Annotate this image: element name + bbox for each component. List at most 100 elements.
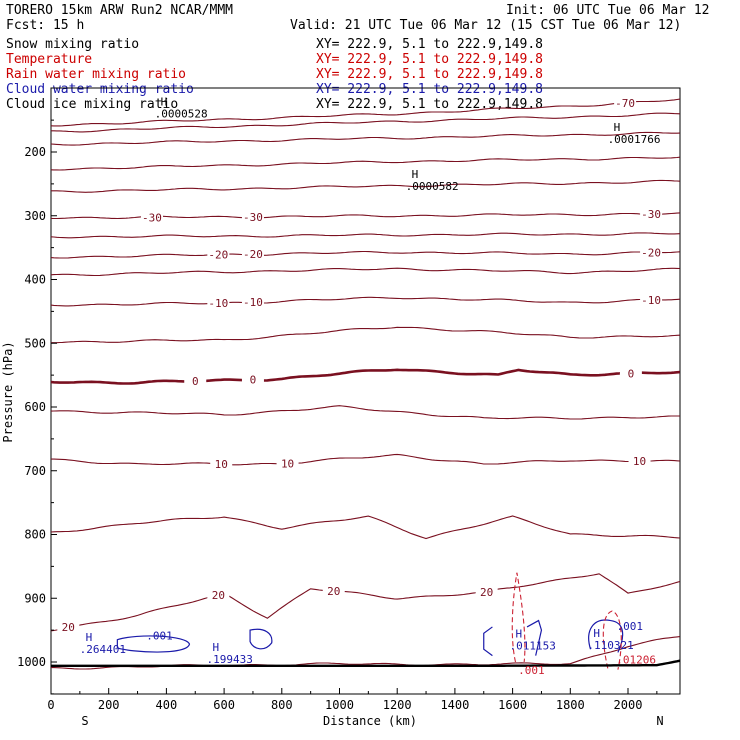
- legend-name-cloud-ice: Cloud ice mixing ratio: [6, 97, 178, 112]
- isotherm-label-bg: [241, 296, 264, 309]
- isotherm-minus70: [50, 98, 680, 127]
- maximum-marker: H: [412, 168, 419, 181]
- isotherm-label: -10: [243, 296, 263, 309]
- end-label-north: N: [656, 714, 663, 728]
- isotherm-label: 20: [212, 589, 225, 602]
- maximum-value: .199433: [207, 653, 253, 666]
- plot-frame: [50, 87, 681, 695]
- x-tick-label: 800: [271, 698, 293, 712]
- isotherm-minus10: [50, 296, 680, 307]
- isotherm-label-bg: [207, 589, 230, 602]
- contour-label: .001: [146, 630, 173, 643]
- y-tick-label: 200: [24, 145, 46, 159]
- x-tick-label: 1200: [383, 698, 412, 712]
- isotherm-label: -10: [641, 294, 661, 307]
- y-tick-label: 900: [24, 591, 46, 605]
- moisture-contours: [116, 572, 624, 670]
- y-axis-label: Pressure (hPa): [1, 341, 15, 442]
- isotherm-label-bg: [640, 294, 663, 307]
- isotherm-label-bg: [614, 96, 637, 109]
- isotherm-label-bg: [184, 375, 207, 388]
- isotherm-label: 0: [250, 374, 257, 387]
- x-tick-label: 1000: [325, 698, 354, 712]
- isotherm-label: 20: [480, 586, 493, 599]
- isotherm-5: [50, 405, 680, 420]
- maximum-value: .0000582: [406, 180, 459, 193]
- model-title: TORERO 15km ARW Run2 NCAR/MMM: [6, 3, 233, 18]
- isotherm-label-bg: [619, 367, 642, 380]
- isotherm-label-bg: [207, 297, 230, 310]
- legend-xy-snow: XY= 222.9, 5.1 to 222.9,149.8: [316, 37, 543, 52]
- maximum-marker: H: [161, 95, 168, 108]
- x-tick-label: 0: [47, 698, 54, 712]
- cloud-water-contour: [483, 626, 493, 657]
- isotherm-label: -30: [641, 208, 661, 221]
- forecast-hour: Fcst: 15 h: [6, 18, 84, 33]
- isotherm-label: 0: [628, 367, 635, 380]
- rain-water-contour: [602, 610, 622, 670]
- maximum-value: .0001766: [608, 133, 661, 146]
- isotherm-label-bg: [241, 373, 264, 386]
- isotherm-minus60: [51, 112, 680, 133]
- isotherm-label: 20: [327, 585, 340, 598]
- isotherm-label: -30: [243, 211, 263, 224]
- maximum-marker: H: [515, 628, 522, 641]
- y-tick-label: 500: [24, 336, 46, 350]
- isotherm-minus40: [50, 156, 680, 171]
- legend-xy-cloud-ice: XY= 222.9, 5.1 to 222.9,149.8: [316, 97, 543, 112]
- maximum-value: .110321: [587, 639, 633, 652]
- isotherm-label: 20: [62, 621, 75, 634]
- legend-name-rain: Rain water mixing ratio: [6, 67, 186, 82]
- isotherm-minus20: [50, 250, 680, 259]
- cloud-water-contour: [588, 619, 624, 653]
- isotherm-label-bg: [640, 246, 663, 259]
- isotherm-label-bg: [475, 586, 498, 599]
- isotherm-label: 10: [215, 458, 228, 471]
- isotherm-label-bg: [57, 621, 80, 634]
- isotherm-label-bg: [628, 455, 651, 468]
- isotherm-label-bg: [241, 210, 264, 223]
- isotherm-label-bg: [241, 248, 264, 261]
- isotherm-15: [50, 515, 680, 540]
- isotherm-minus35: [51, 179, 680, 193]
- temperature-isotherms: -70 -30 -30 -30 -20 -20 -20 -10 -10 -10 0 0 0 10 10 10 2…: [50, 96, 681, 670]
- isotherm-label: 10: [281, 457, 294, 470]
- maximum-value: .01206: [616, 654, 656, 667]
- legend-name-cloud-water: Cloud water mixing ratio: [6, 82, 194, 97]
- maximum-value: .001: [518, 664, 545, 677]
- isotherm-label-bg: [207, 248, 230, 261]
- legend-name-snow: Snow mixing ratio: [6, 37, 139, 52]
- maximum-marker: H: [213, 641, 220, 654]
- cloud-water-contour: [249, 628, 273, 650]
- isotherm-label-bg: [210, 457, 233, 470]
- isotherm-0: [50, 368, 680, 385]
- x-tick-label: 400: [156, 698, 178, 712]
- y-tick-label: 800: [24, 528, 46, 542]
- x-axis-label: Distance (km): [323, 714, 417, 728]
- cloud-water-contour: [116, 635, 191, 653]
- x-tick-label: 200: [98, 698, 120, 712]
- isotherm-label: -70: [615, 97, 635, 110]
- end-label-south: S: [81, 714, 88, 728]
- maximum-marker: H: [86, 631, 93, 644]
- legend-xy-cloud-water: XY= 222.9, 5.1 to 222.9,149.8: [316, 82, 543, 97]
- y-tick-label: 600: [24, 400, 46, 414]
- x-tick-label: 1400: [440, 698, 469, 712]
- axes: 0 200 400 600 800 1000 1200 1400 1600 1800 2000200…: [17, 119, 658, 712]
- x-tick-label: 1800: [556, 698, 585, 712]
- rain-water-contour: [511, 572, 526, 663]
- y-tick-label: 400: [24, 273, 46, 287]
- legend-xy-rain: XY= 222.9, 5.1 to 222.9,149.8: [316, 67, 543, 82]
- isotherm-label: 0: [192, 375, 199, 388]
- isotherm-label-bg: [322, 585, 345, 598]
- maximum-value: .0000528: [155, 107, 208, 120]
- maximum-value: .264401: [80, 643, 126, 656]
- isotherm-label-bg: [640, 208, 663, 221]
- x-tick-label: 1600: [498, 698, 527, 712]
- y-tick-label: 700: [24, 464, 46, 478]
- y-tick-label: 1000: [17, 655, 46, 669]
- maximum-marker: H: [614, 121, 621, 134]
- y-tick-label: 300: [24, 209, 46, 223]
- maximum-marker: H: [593, 627, 600, 640]
